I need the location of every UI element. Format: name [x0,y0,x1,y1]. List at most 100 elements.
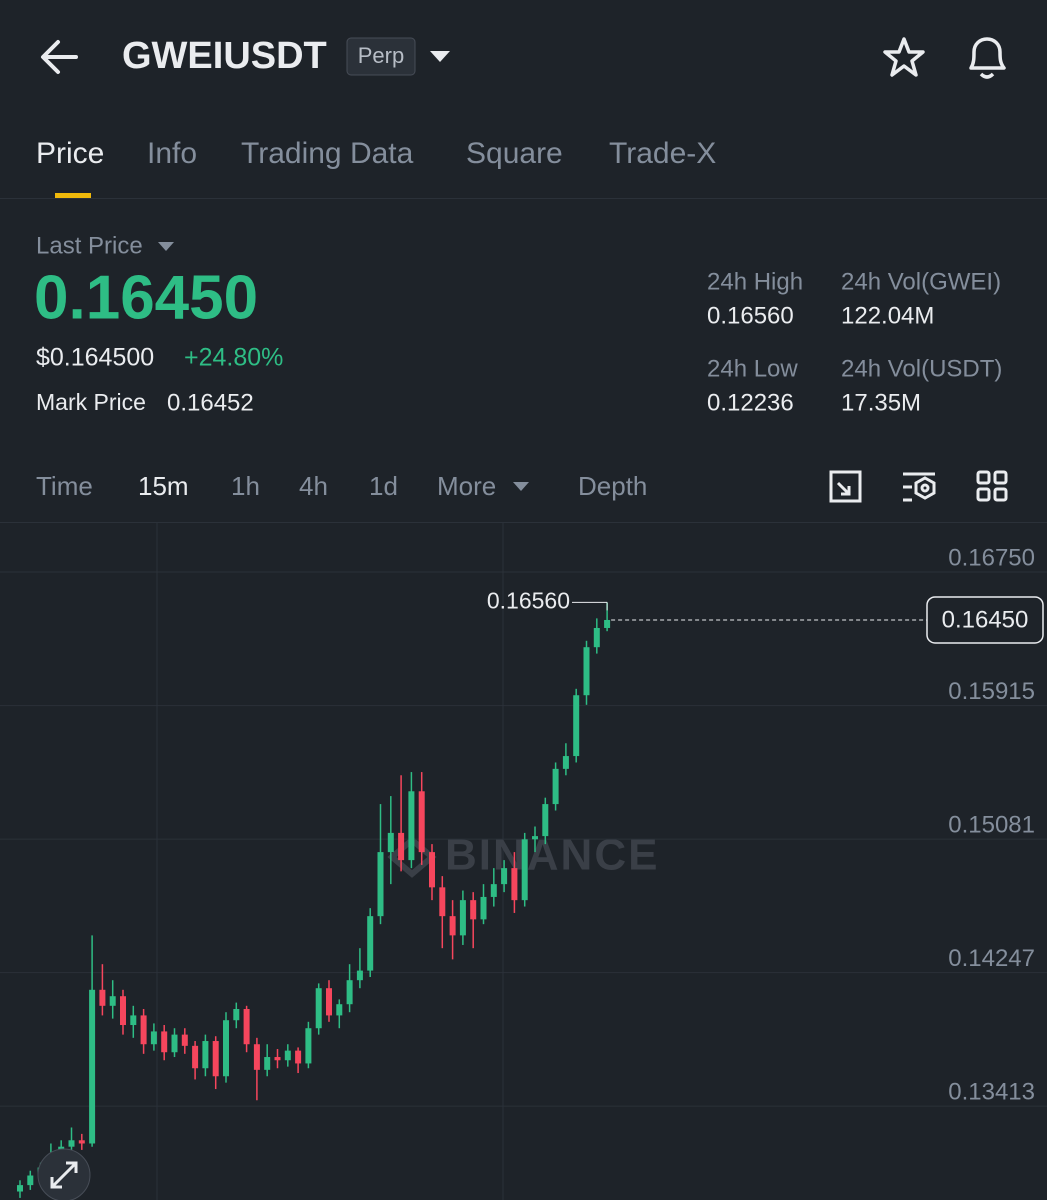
candle-body [161,1031,168,1053]
candle-body [573,695,580,757]
expand-button[interactable] [37,1148,91,1200]
candle-body [17,1185,23,1192]
badge-box [346,37,416,76]
candle-body [171,1034,178,1053]
y-tick-label: 0.15915 [948,678,1035,705]
candle-body [583,647,590,696]
candle-body [223,1020,229,1077]
stat-value: 122.04M [841,302,934,329]
more-dropdown[interactable] [513,482,529,491]
tab[interactable]: Info [147,137,197,170]
candle-body [336,1004,343,1016]
candle-body [150,1031,157,1045]
interval[interactable]: 4h [299,471,328,501]
interval[interactable]: Depth [578,471,647,501]
last-price-label[interactable]: Last Price [36,232,143,259]
favorite-icon[interactable] [883,37,925,77]
candle-body [140,1015,147,1045]
symbol-dropdown[interactable] [430,51,450,62]
candle-body [562,756,569,769]
candle-body [501,868,508,885]
candle-body [264,1057,271,1070]
interval[interactable]: 1h [231,471,260,501]
candle-body [202,1041,209,1069]
candle-body [109,996,116,1006]
candle-body [480,896,487,920]
candle-body [408,791,415,861]
candle-body [120,996,126,1026]
candle-body [470,900,477,920]
candle-body [604,619,611,628]
candle-body [532,836,538,840]
candle-body [377,852,384,917]
interval[interactable]: More [437,471,496,501]
candle-body [315,988,322,1029]
candle-body [521,839,528,901]
high-marker-label: 0.16560 [487,587,570,613]
stat-label: 24h Low [707,355,798,382]
last-price-box [926,596,1044,644]
candle-body [593,627,600,648]
interval[interactable]: Time [36,471,93,501]
candle-body [387,832,394,853]
last-price-label: 0.16450 [942,606,1029,633]
fullscreen-icon[interactable] [829,470,862,503]
candle-body [78,1140,85,1144]
candle-body [356,970,363,981]
stat-label: 24h High [707,268,803,295]
candle-body [243,1009,250,1045]
candle-body [130,1015,137,1026]
symbol[interactable]: GWEIUSDT [122,35,327,77]
candle-body [490,884,497,897]
candle-body [459,900,466,936]
stat-value: 17.35M [841,389,921,416]
candle-body [346,980,353,1005]
tab[interactable]: Price [36,137,104,170]
candle-body [284,1050,291,1061]
tab[interactable]: Trading Data [241,137,414,170]
back-button[interactable] [41,40,78,74]
candle-body [89,989,96,1144]
candle-body [68,1140,75,1147]
y-tick-label: 0.16750 [948,544,1035,571]
interval[interactable]: 1d [369,471,398,501]
candle-body [326,988,332,1016]
usd-price: $0.164500 [36,344,154,372]
badge: Perp [358,43,404,68]
candle-body [233,1009,240,1021]
candle-body [449,916,456,936]
mark-price-label: Mark Price [36,389,146,415]
stat-value: 0.12236 [707,389,794,416]
y-tick-label: 0.14247 [948,945,1035,972]
last-price-dropdown[interactable] [158,242,174,251]
layout-icon[interactable] [976,470,1008,502]
candle-body [305,1028,312,1064]
candle-body [212,1041,219,1077]
candle-body [295,1050,302,1064]
tab[interactable]: Square [466,137,563,170]
last-price: 0.16450 [34,263,258,332]
y-tick-label: 0.13413 [948,1079,1035,1106]
interval[interactable]: 15m [138,471,189,501]
mark-price: 0.16452 [167,389,254,416]
candle-body [429,852,435,888]
active-tab-indicator [55,193,91,198]
candle-body [511,868,518,901]
tab[interactable]: Trade-X [609,137,716,170]
candle-body [367,916,374,971]
candle-body [542,804,549,837]
stat-value: 0.16560 [707,302,794,329]
candle-body [253,1044,260,1070]
candle-body [418,791,425,853]
chart: BINANCE 0.16750 0.15915 0.15081 0.14247 0.13… [0,523,1047,1200]
candle-body [99,989,106,1006]
alert-icon[interactable] [969,37,1006,79]
stat-label: 24h Vol(USDT) [841,355,1002,382]
candle-body [439,887,446,917]
indicator-icon[interactable] [903,472,936,502]
y-tick-label: 0.15081 [948,811,1035,838]
stat-label: 24h Vol(GWEI) [841,268,1001,295]
